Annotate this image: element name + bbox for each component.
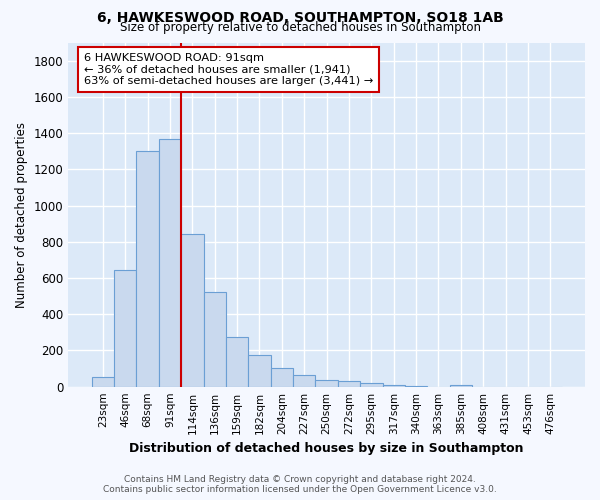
Bar [360, 383, 383, 386]
Bar [316, 380, 338, 386]
Bar [136, 151, 159, 386]
Bar [203, 292, 226, 386]
Bar [92, 376, 114, 386]
Bar [159, 138, 181, 386]
Bar [248, 355, 271, 386]
Bar [449, 384, 472, 386]
Bar [271, 368, 293, 386]
Text: 6 HAWKESWOOD ROAD: 91sqm
← 36% of detached houses are smaller (1,941)
63% of sem: 6 HAWKESWOOD ROAD: 91sqm ← 36% of detach… [83, 53, 373, 86]
Text: 6, HAWKESWOOD ROAD, SOUTHAMPTON, SO18 1AB: 6, HAWKESWOOD ROAD, SOUTHAMPTON, SO18 1A… [97, 11, 503, 25]
Text: Contains HM Land Registry data © Crown copyright and database right 2024.
Contai: Contains HM Land Registry data © Crown c… [103, 474, 497, 494]
Text: Size of property relative to detached houses in Southampton: Size of property relative to detached ho… [119, 22, 481, 35]
Bar [338, 381, 360, 386]
Bar [293, 375, 316, 386]
Bar [383, 385, 405, 386]
X-axis label: Distribution of detached houses by size in Southampton: Distribution of detached houses by size … [130, 442, 524, 455]
Bar [181, 234, 203, 386]
Bar [114, 270, 136, 386]
Bar [226, 337, 248, 386]
Y-axis label: Number of detached properties: Number of detached properties [15, 122, 28, 308]
